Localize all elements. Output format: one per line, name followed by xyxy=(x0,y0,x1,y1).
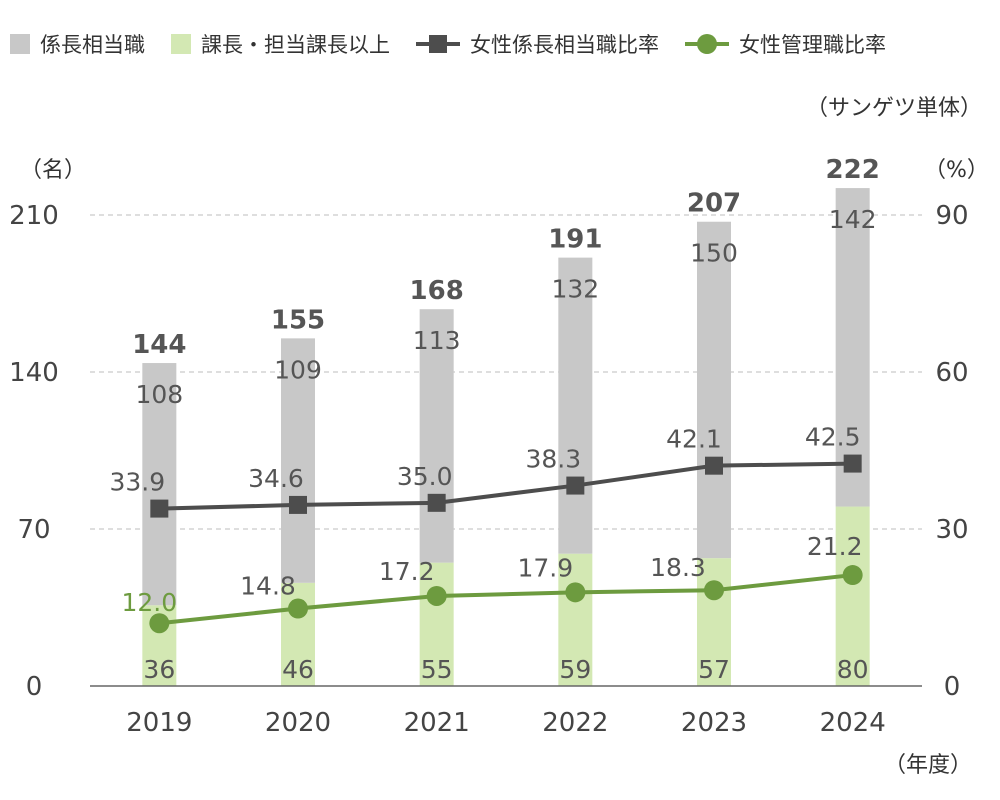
line-value-label: 42.5 xyxy=(805,423,861,452)
scope-note: （サンゲツ単体） xyxy=(805,96,982,121)
bar-segment xyxy=(558,553,593,686)
line-value-label: 18.3 xyxy=(650,553,706,582)
chart-legend: 係長相当職 課長・担当課長以上 女性係長相当職比率 女性管理職比率 xyxy=(10,26,912,62)
bar-value-label: 108 xyxy=(135,380,183,409)
y-right-tick-label: 90 xyxy=(935,201,968,231)
line-point-marker xyxy=(565,582,586,603)
bar-value-label: 132 xyxy=(551,275,599,304)
bar-segment xyxy=(835,506,870,686)
x-tick-label: 2020 xyxy=(265,708,331,738)
bar-value-label: 150 xyxy=(690,239,738,268)
bar-value-label: 59 xyxy=(559,655,591,684)
bar-total-label: 191 xyxy=(548,225,602,255)
left-axis-unit: （名） xyxy=(20,158,87,183)
line-value-label: 21.2 xyxy=(807,532,863,561)
line-point-marker xyxy=(842,565,863,586)
bar-segment xyxy=(281,338,315,583)
line-point-marker xyxy=(704,580,724,601)
legend-swatch-manager xyxy=(171,34,191,54)
line-series-path xyxy=(159,461,853,511)
line-series-path xyxy=(159,573,853,626)
bar-value-label: 55 xyxy=(421,655,453,684)
legend-label-female-manager-ratio: 女性管理職比率 xyxy=(739,33,886,57)
bar-segment xyxy=(419,562,454,686)
bar-segment xyxy=(419,309,454,563)
y-right-tick-label: 60 xyxy=(935,358,968,388)
line-point-marker xyxy=(150,499,169,518)
line-point-marker xyxy=(427,493,446,512)
y-left-tick-label: 70 xyxy=(17,515,50,545)
legend-label-manager: 課長・担当課長以上 xyxy=(201,33,390,57)
legend-line-square-marker xyxy=(416,34,460,54)
line-value-label: 35.0 xyxy=(397,462,453,491)
legend-label-female-chief-ratio: 女性係長相当職比率 xyxy=(470,33,659,57)
bar-total-label: 207 xyxy=(687,189,741,219)
line-point-marker xyxy=(705,456,723,475)
bar-value-label: 113 xyxy=(413,326,461,355)
line-value-label: 42.1 xyxy=(666,425,722,454)
y-right-tick-label: 0 xyxy=(944,672,961,702)
bar-total-label: 222 xyxy=(826,155,880,185)
line-point-marker xyxy=(426,585,447,606)
bar-segment xyxy=(835,188,870,507)
bar-total-label: 155 xyxy=(271,305,325,335)
line-value-label: 38.3 xyxy=(525,445,581,474)
bar-segment xyxy=(142,363,177,606)
y-right-tick-label: 30 xyxy=(935,515,968,545)
y-left-tick-label: 0 xyxy=(26,672,43,702)
x-tick-label: 2024 xyxy=(820,708,886,738)
line-point-marker xyxy=(149,613,170,634)
right-axis-unit: （%） xyxy=(924,158,989,183)
bar-value-label: 109 xyxy=(274,355,322,384)
line-value-label: 34.6 xyxy=(248,464,304,493)
x-tick-label: 2023 xyxy=(681,708,747,738)
line-point-marker xyxy=(843,454,862,473)
legend-label-section-chief: 係長相当職 xyxy=(40,33,145,57)
bar-value-label: 46 xyxy=(282,655,314,684)
bar-value-label: 36 xyxy=(143,655,175,684)
bar-segment xyxy=(558,257,593,554)
bar-value-label: 57 xyxy=(698,655,730,684)
legend-item-female-chief-ratio: 女性係長相当職比率 xyxy=(416,29,659,59)
legend-swatch-section-chief xyxy=(10,34,30,54)
legend-item-section-chief: 係長相当職 xyxy=(10,29,145,59)
line-value-label: 17.2 xyxy=(379,557,435,586)
bar-value-label: 80 xyxy=(837,655,869,684)
x-tick-label: 2019 xyxy=(126,708,192,738)
legend-item-manager: 課長・担当課長以上 xyxy=(171,29,390,59)
y-left-tick-label: 140 xyxy=(9,358,59,388)
line-value-label: 12.0 xyxy=(121,588,177,617)
x-tick-label: 2021 xyxy=(404,708,470,738)
x-axis-unit: （年度） xyxy=(883,753,972,778)
line-value-label: 33.9 xyxy=(109,468,165,497)
bar-total-label: 144 xyxy=(132,330,186,360)
bar-total-label: 168 xyxy=(410,276,464,306)
line-point-marker xyxy=(289,495,307,514)
bar-segment xyxy=(697,221,731,559)
y-left-tick-label: 210 xyxy=(9,201,59,231)
line-point-marker xyxy=(566,476,585,495)
line-value-label: 17.9 xyxy=(517,553,573,582)
bar-value-label: 142 xyxy=(829,205,877,234)
x-tick-label: 2022 xyxy=(542,708,608,738)
line-value-label: 14.8 xyxy=(240,572,296,601)
legend-item-female-manager-ratio: 女性管理職比率 xyxy=(685,29,886,59)
legend-line-circle-marker xyxy=(685,34,729,54)
bar-segment xyxy=(697,558,731,686)
line-point-marker xyxy=(288,598,308,619)
